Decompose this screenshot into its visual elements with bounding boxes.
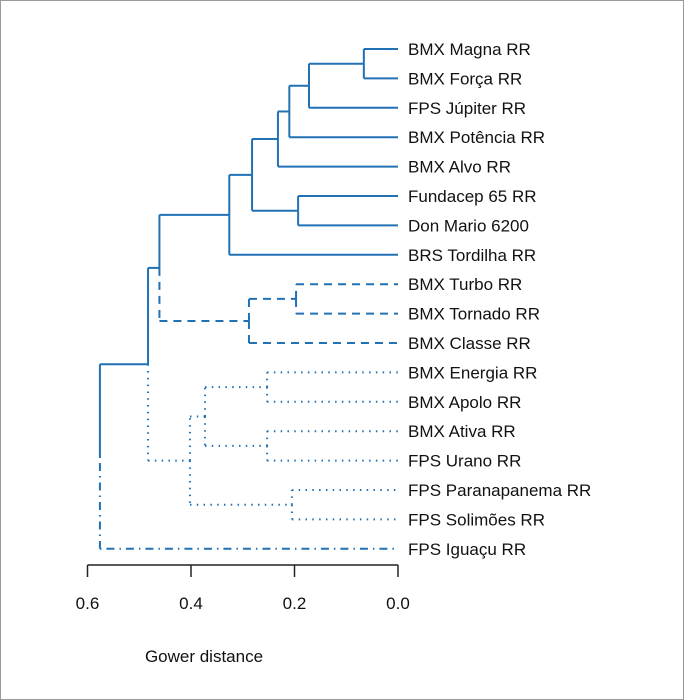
x-tick-label: 0.4	[179, 594, 203, 613]
leaf-label: FPS Paranapanema RR	[408, 481, 591, 500]
x-axis-title: Gower distance	[145, 647, 263, 666]
x-tick-label: 0.0	[386, 594, 410, 613]
leaf-label: BMX Energia RR	[408, 363, 537, 382]
x-tick-label: 0.2	[283, 594, 307, 613]
dendrogram-edges	[98, 48, 398, 550]
x-axis: 0.6 0.4 0.2 0.0	[76, 564, 410, 613]
leaf-label: Don Mario 6200	[408, 216, 529, 235]
leaf-label: BRS Tordilha RR	[408, 246, 536, 265]
leaf-label: FPS Júpiter RR	[408, 99, 526, 118]
leaf-label: Fundacep 65 RR	[408, 187, 537, 206]
leaf-label: BMX Turbo RR	[408, 275, 522, 294]
leaf-label: BMX Magna RR	[408, 40, 531, 59]
leaf-labels: BMX Magna RR BMX Força RR FPS Júpiter RR BM…	[408, 40, 591, 559]
leaf-label: FPS Solimões RR	[408, 510, 545, 529]
leaf-label: BMX Classe RR	[408, 334, 531, 353]
leaf-label: FPS Urano RR	[408, 452, 521, 471]
leaf-label: FPS Iguaçu RR	[408, 540, 526, 559]
leaf-label: BMX Potência RR	[408, 128, 545, 147]
leaf-label: BMX Apolo RR	[408, 393, 521, 412]
x-tick-label: 0.6	[76, 594, 100, 613]
leaf-label: BMX Tornado RR	[408, 305, 540, 324]
leaf-label: BMX Ativa RR	[408, 422, 516, 441]
leaf-label: BMX Força RR	[408, 69, 522, 88]
leaf-label: BMX Alvo RR	[408, 158, 511, 177]
